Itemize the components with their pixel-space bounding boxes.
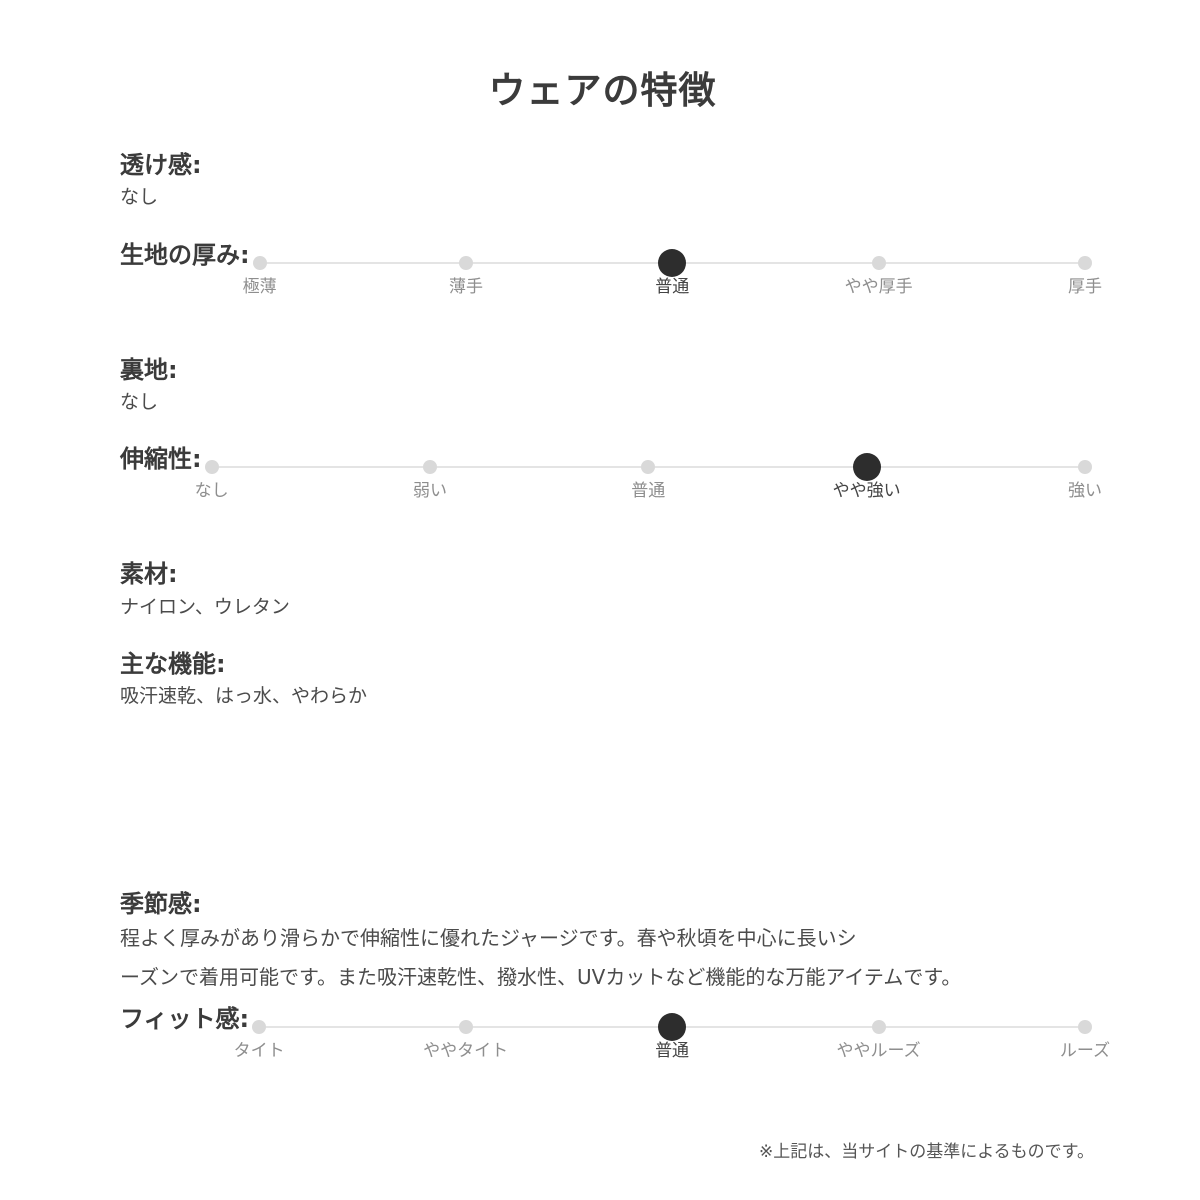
fit-scale: タイト ややタイト 普通 ややルーズ ルーズ: [234, 1013, 1110, 1072]
sheerness-label: 透け感:: [120, 151, 202, 179]
scale-tick-label: ルーズ: [1059, 1041, 1111, 1062]
sheerness-value: なし: [120, 186, 159, 209]
scale-dot: [871, 1020, 886, 1035]
scale-tick-label: 弱い: [412, 481, 447, 502]
scale-dot-selected: [658, 248, 687, 277]
scale-dot: [458, 1020, 473, 1035]
scale-dot: [641, 460, 656, 475]
fit-label: フィット感:: [120, 1005, 250, 1034]
main-functions-label: 主な機能:: [120, 650, 226, 679]
fabric-thickness-label: 生地の厚み:: [120, 240, 250, 269]
scale-dot-selected: [658, 1013, 687, 1042]
scale-dot: [1078, 255, 1092, 270]
scale-dot: [458, 255, 473, 270]
wear-features-panel: ウェアの特徴 透け感: なし 生地の厚み: 極薄 薄手 普通 やや厚手 厚手 裏地: な…: [120, 69, 1110, 1072]
scale-tick-label: 普通: [631, 481, 666, 502]
material-label: 素材:: [120, 560, 178, 589]
section-material: 素材: ナイロン、ウレタン: [120, 559, 1085, 621]
section-sheerness: 透け感: なし: [120, 150, 1085, 212]
footnote: ※上記は、当サイトの基準によるものです。: [758, 1142, 1094, 1162]
section-fit: フィット感: タイト ややタイト 普通 ややルーズ ルーズ: [120, 1004, 1110, 1072]
lining-value: なし: [120, 390, 159, 413]
material-value: ナイロン、ウレタン: [120, 595, 290, 618]
section-fabric-thickness: 生地の厚み: 極薄 薄手 普通 やや厚手 厚手: [120, 240, 1102, 308]
scale-tick-label: 普通: [655, 1041, 690, 1062]
scale-tick-label: ややルーズ: [836, 1041, 921, 1062]
scale-tick-label: ややタイト: [423, 1041, 509, 1062]
section-stretch: 伸縮性: なし 弱い 普通 やや強い 強い: [120, 444, 1102, 512]
section-season: 季節感: 程よく厚みがあり滑らかで伸縮性に優れたジャージです。春や秋頃を中心に長…: [120, 889, 1085, 990]
main-functions-value: 吸汗速乾、はっ水、やわらか: [120, 685, 368, 708]
lining-label: 裏地:: [120, 355, 178, 384]
scale-dot: [204, 460, 219, 475]
scale-tick-label: やや強い: [832, 481, 901, 502]
scale-dot: [422, 460, 437, 475]
section-lining: 裏地: なし: [120, 355, 1085, 417]
scale-dot: [1078, 1020, 1092, 1035]
scale-tick-label: なし: [194, 481, 229, 502]
scale-dot: [252, 255, 267, 270]
season-description-line-1: 程よく厚みがあり滑らかで伸縮性に優れたジャージです。春や秋頃を中心に長いシ: [120, 926, 857, 951]
fabric-thickness-scale: 極薄 薄手 普通 やや厚手 厚手: [243, 248, 1102, 308]
scale-tick-label: タイト: [233, 1041, 285, 1062]
spacer: [120, 739, 1085, 889]
scale-dot-selected: [852, 453, 881, 482]
scale-tick-label: 強い: [1068, 481, 1102, 502]
scale-dot: [871, 255, 886, 270]
scale-dot: [252, 1020, 267, 1035]
stretch-label: 伸縮性:: [120, 445, 202, 474]
section-main-functions: 主な機能: 吸汗速乾、はっ水、やわらか: [120, 649, 1085, 711]
page-title: ウェアの特徴: [488, 69, 717, 112]
scale-tick-label: やや厚手: [844, 276, 913, 297]
scale-tick-label: 普通: [655, 276, 690, 297]
scale-dot: [1078, 460, 1092, 475]
season-description-line-2: ーズンで着用可能です。また吸汗速乾性、撥水性、UVカットなど機能的な万能アイテム…: [120, 965, 962, 990]
stretch-scale: なし 弱い 普通 やや強い 強い: [195, 453, 1102, 512]
scale-tick-label: 薄手: [448, 276, 483, 297]
scale-tick-label: 極薄: [242, 276, 277, 297]
season-label: 季節感:: [120, 889, 202, 918]
scale-tick-label: 厚手: [1068, 276, 1102, 297]
